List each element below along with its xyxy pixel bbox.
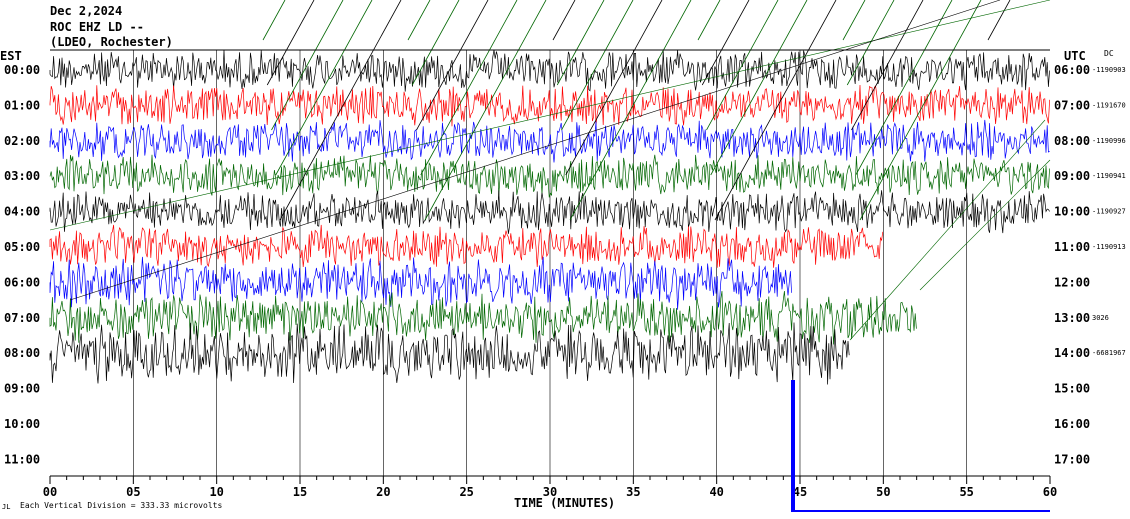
utc-label-9: 15:00: [1054, 382, 1090, 396]
seismic-traces: [49, 49, 1050, 385]
trace-row-4: [49, 190, 1050, 234]
clip-line: [266, 0, 315, 86]
clip-line: [710, 0, 808, 176]
scale-note: Each Vertical Division = 333.33 microvol…: [20, 501, 222, 510]
clip-line: [424, 0, 547, 221]
utc-label-0: 06:00: [1054, 63, 1090, 77]
header-network: (LDEO, Rochester): [50, 35, 173, 49]
utc-label-11: 17:00: [1054, 452, 1090, 466]
utc-label-2: 08:00: [1054, 134, 1090, 148]
dc-offset-2: -1190996: [1092, 137, 1126, 145]
clip-line: [851, 0, 924, 131]
x-tick-label-40: 40: [709, 485, 723, 499]
dc-offset-8: -6681967: [1092, 349, 1126, 357]
clip-line: [565, 0, 663, 176]
clip-line: [859, 0, 982, 221]
utc-label-5: 11:00: [1054, 240, 1090, 254]
est-label-9: 09:00: [4, 382, 40, 396]
x-tick-label-50: 50: [876, 485, 890, 499]
clip-line: [279, 0, 402, 221]
est-label-1: 01:00: [4, 98, 40, 112]
clip-line: [262, 0, 286, 41]
est-label-3: 03:00: [4, 169, 40, 183]
est-label-7: 07:00: [4, 311, 40, 325]
dc-offset-1: -1191670: [1092, 101, 1126, 109]
left-timezone-label: EST: [0, 49, 22, 63]
minute-gridlines: [133, 50, 967, 476]
dc-offset-0: -1190903: [1092, 66, 1126, 74]
scale-note-marker: JL: [2, 503, 10, 511]
x-axis-title: TIME (MINUTES): [514, 496, 615, 510]
clip-line: [714, 0, 837, 221]
header-station: ROC EHZ LD --: [50, 20, 144, 34]
x-axis-ticks: 00 05 10 15 20 25 30 35 40 45 50 55 60: [43, 476, 1057, 499]
clip-line: [855, 0, 953, 176]
trace-row-2: [49, 119, 1050, 163]
clipping-lines: [49, 0, 1051, 341]
clip-line: [49, 0, 1051, 231]
x-tick-label-45: 45: [793, 485, 807, 499]
right-timezone-label: UTC: [1064, 49, 1086, 63]
trace-row-7: [49, 290, 917, 345]
utc-label-1: 07:00: [1054, 98, 1090, 112]
x-tick-label-00: 00: [43, 485, 57, 499]
clip-line: [561, 0, 634, 131]
utc-label-8: 14:00: [1054, 346, 1090, 360]
dc-label: DC: [1104, 49, 1114, 58]
trace-row-0: [49, 49, 1050, 92]
clip-line: [275, 0, 373, 176]
x-tick-label-05: 05: [126, 485, 140, 499]
clip-line: [846, 0, 895, 86]
clip-line: [556, 0, 605, 86]
est-label-8: 08:00: [4, 346, 40, 360]
utc-label-6: 12:00: [1054, 275, 1090, 289]
dc-offset-5: -1190913: [1092, 243, 1126, 251]
clip-line: [701, 0, 750, 86]
x-tick-label-60: 60: [1043, 485, 1057, 499]
x-tick-label-30: 30: [543, 485, 557, 499]
est-label-6: 06:00: [4, 275, 40, 289]
clip-line: [411, 0, 460, 86]
x-tick-label-25: 25: [459, 485, 473, 499]
trace-row-5: [49, 224, 884, 268]
clip-line: [697, 0, 721, 41]
est-label-5: 05:00: [4, 240, 40, 254]
clip-line: [569, 0, 692, 221]
est-label-2: 02:00: [4, 134, 40, 148]
trace-row-1: [49, 84, 1050, 127]
clip-line: [919, 159, 1051, 291]
est-label-4: 04:00: [4, 205, 40, 219]
clip-line: [420, 0, 518, 176]
dc-offset-4: -1190927: [1092, 208, 1126, 216]
x-tick-label-35: 35: [626, 485, 640, 499]
clip-line: [706, 0, 779, 131]
x-tick-label-10: 10: [209, 485, 223, 499]
x-tick-label-55: 55: [959, 485, 973, 499]
header-date: Dec 2,2024: [50, 4, 122, 18]
clip-line: [842, 0, 866, 41]
dc-offset-3: -1190941: [1092, 172, 1126, 180]
clip-line: [416, 0, 489, 131]
x-tick-label-15: 15: [293, 485, 307, 499]
x-tick-label-20: 20: [376, 485, 390, 499]
est-label-10: 10:00: [4, 417, 40, 431]
est-label-0: 00:00: [4, 63, 40, 77]
utc-label-10: 16:00: [1054, 417, 1090, 431]
trace-row-6: [49, 256, 792, 310]
clip-line: [552, 0, 576, 41]
est-label-11: 11:00: [4, 452, 40, 466]
clip-line: [271, 0, 344, 131]
utc-label-7: 13:00: [1054, 311, 1090, 325]
clip-line: [849, 119, 1046, 341]
clip-line: [987, 0, 1011, 41]
dc-offset-7: 3026: [1092, 314, 1109, 322]
utc-label-3: 09:00: [1054, 169, 1090, 183]
utc-label-4: 10:00: [1054, 205, 1090, 219]
trace-row-8: [49, 322, 850, 385]
clip-line: [407, 0, 431, 41]
